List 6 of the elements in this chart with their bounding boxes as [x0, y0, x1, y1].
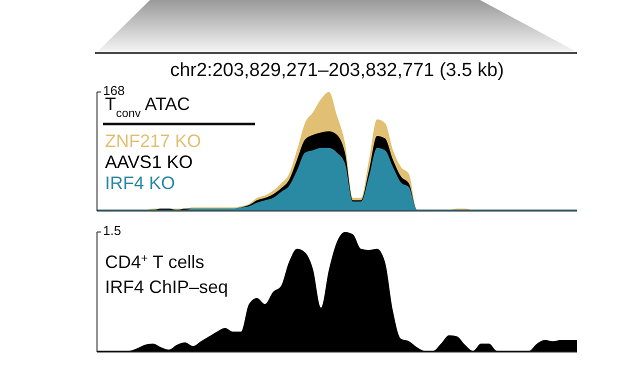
text: AAVS1 KO: [105, 152, 193, 172]
chart-title: chr2:203,829,271–203,832,771 (3.5 kb): [170, 60, 504, 81]
text: CD4$^{+}$ T cells IRF4 ChIP–seq: [105, 252, 228, 297]
annotation: 1.5: [103, 223, 122, 238]
text: ZNF217 KO: [105, 131, 202, 151]
series-label: IRF4 KO: [105, 173, 176, 193]
